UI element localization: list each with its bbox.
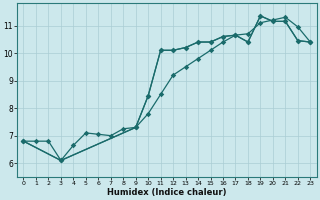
X-axis label: Humidex (Indice chaleur): Humidex (Indice chaleur) [107,188,227,197]
